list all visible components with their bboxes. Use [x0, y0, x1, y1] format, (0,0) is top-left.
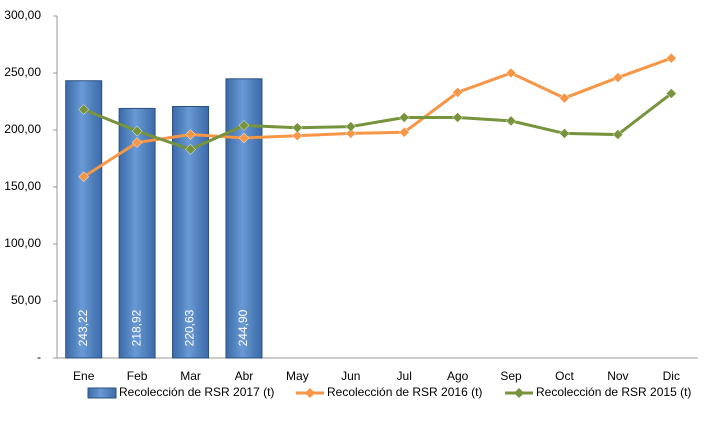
y-tick-label: - [37, 350, 41, 364]
x-tick-label: Jul [397, 369, 412, 383]
line-marker [292, 130, 303, 142]
x-tick-label: Dic [663, 369, 680, 383]
line-marker [505, 115, 517, 127]
line-marker [345, 128, 357, 139]
line-marker [78, 104, 90, 115]
bar-value-label: 244,90 [236, 309, 250, 346]
x-tick-label: Abr [235, 369, 254, 383]
x-tick-label: Oct [555, 369, 574, 383]
y-tick-label: 200,00 [4, 122, 41, 136]
line-marker [559, 128, 570, 139]
x-tick-label: Mar [180, 369, 201, 383]
line-marker [185, 129, 196, 140]
bar-value-label: 220,63 [183, 309, 197, 346]
line-marker [185, 144, 196, 155]
legend-swatch-marker [514, 388, 524, 398]
line-marker [238, 132, 250, 144]
line-marker [398, 112, 410, 123]
bar [65, 80, 103, 359]
line [82, 56, 672, 179]
legend-label: Recolección de RSR 2017 (t) [119, 385, 274, 399]
legend-label: Recolección de RSR 2016 (t) [327, 385, 482, 399]
line-marker [292, 122, 303, 134]
line [83, 92, 673, 151]
line-marker [131, 125, 143, 137]
line-marker [665, 52, 677, 64]
line-marker [398, 126, 410, 138]
line-marker [665, 88, 677, 99]
bar-value-label: 218,92 [129, 309, 143, 346]
legend-swatch-marker [305, 388, 315, 398]
line-marker [612, 129, 624, 140]
y-tick-label: 50,00 [11, 293, 41, 307]
x-tick-label: Ago [447, 369, 469, 383]
y-tick-label: 150,00 [4, 179, 41, 193]
line-marker [131, 137, 143, 148]
line-marker [452, 112, 463, 123]
x-tick-label: Jun [341, 369, 360, 383]
legend-swatch [87, 387, 117, 399]
x-tick-label: May [286, 369, 309, 383]
line-marker [238, 120, 250, 131]
y-tick-label: 300,00 [4, 8, 41, 22]
line-marker [345, 121, 357, 132]
line-marker [559, 92, 570, 104]
x-tick-label: Sep [500, 369, 522, 383]
x-tick-label: Nov [607, 369, 628, 383]
x-tick-label: Feb [127, 369, 148, 383]
bar-value-label: 243,22 [76, 309, 90, 346]
y-tick-label: 100,00 [4, 236, 41, 250]
y-tick-label: 250,00 [4, 65, 41, 79]
x-tick-label: Ene [73, 369, 95, 383]
line-marker [505, 67, 517, 79]
line-marker [78, 171, 90, 183]
line-marker [612, 72, 624, 83]
line-marker [452, 87, 463, 98]
legend-label: Recolección de RSR 2015 (t) [536, 385, 691, 399]
